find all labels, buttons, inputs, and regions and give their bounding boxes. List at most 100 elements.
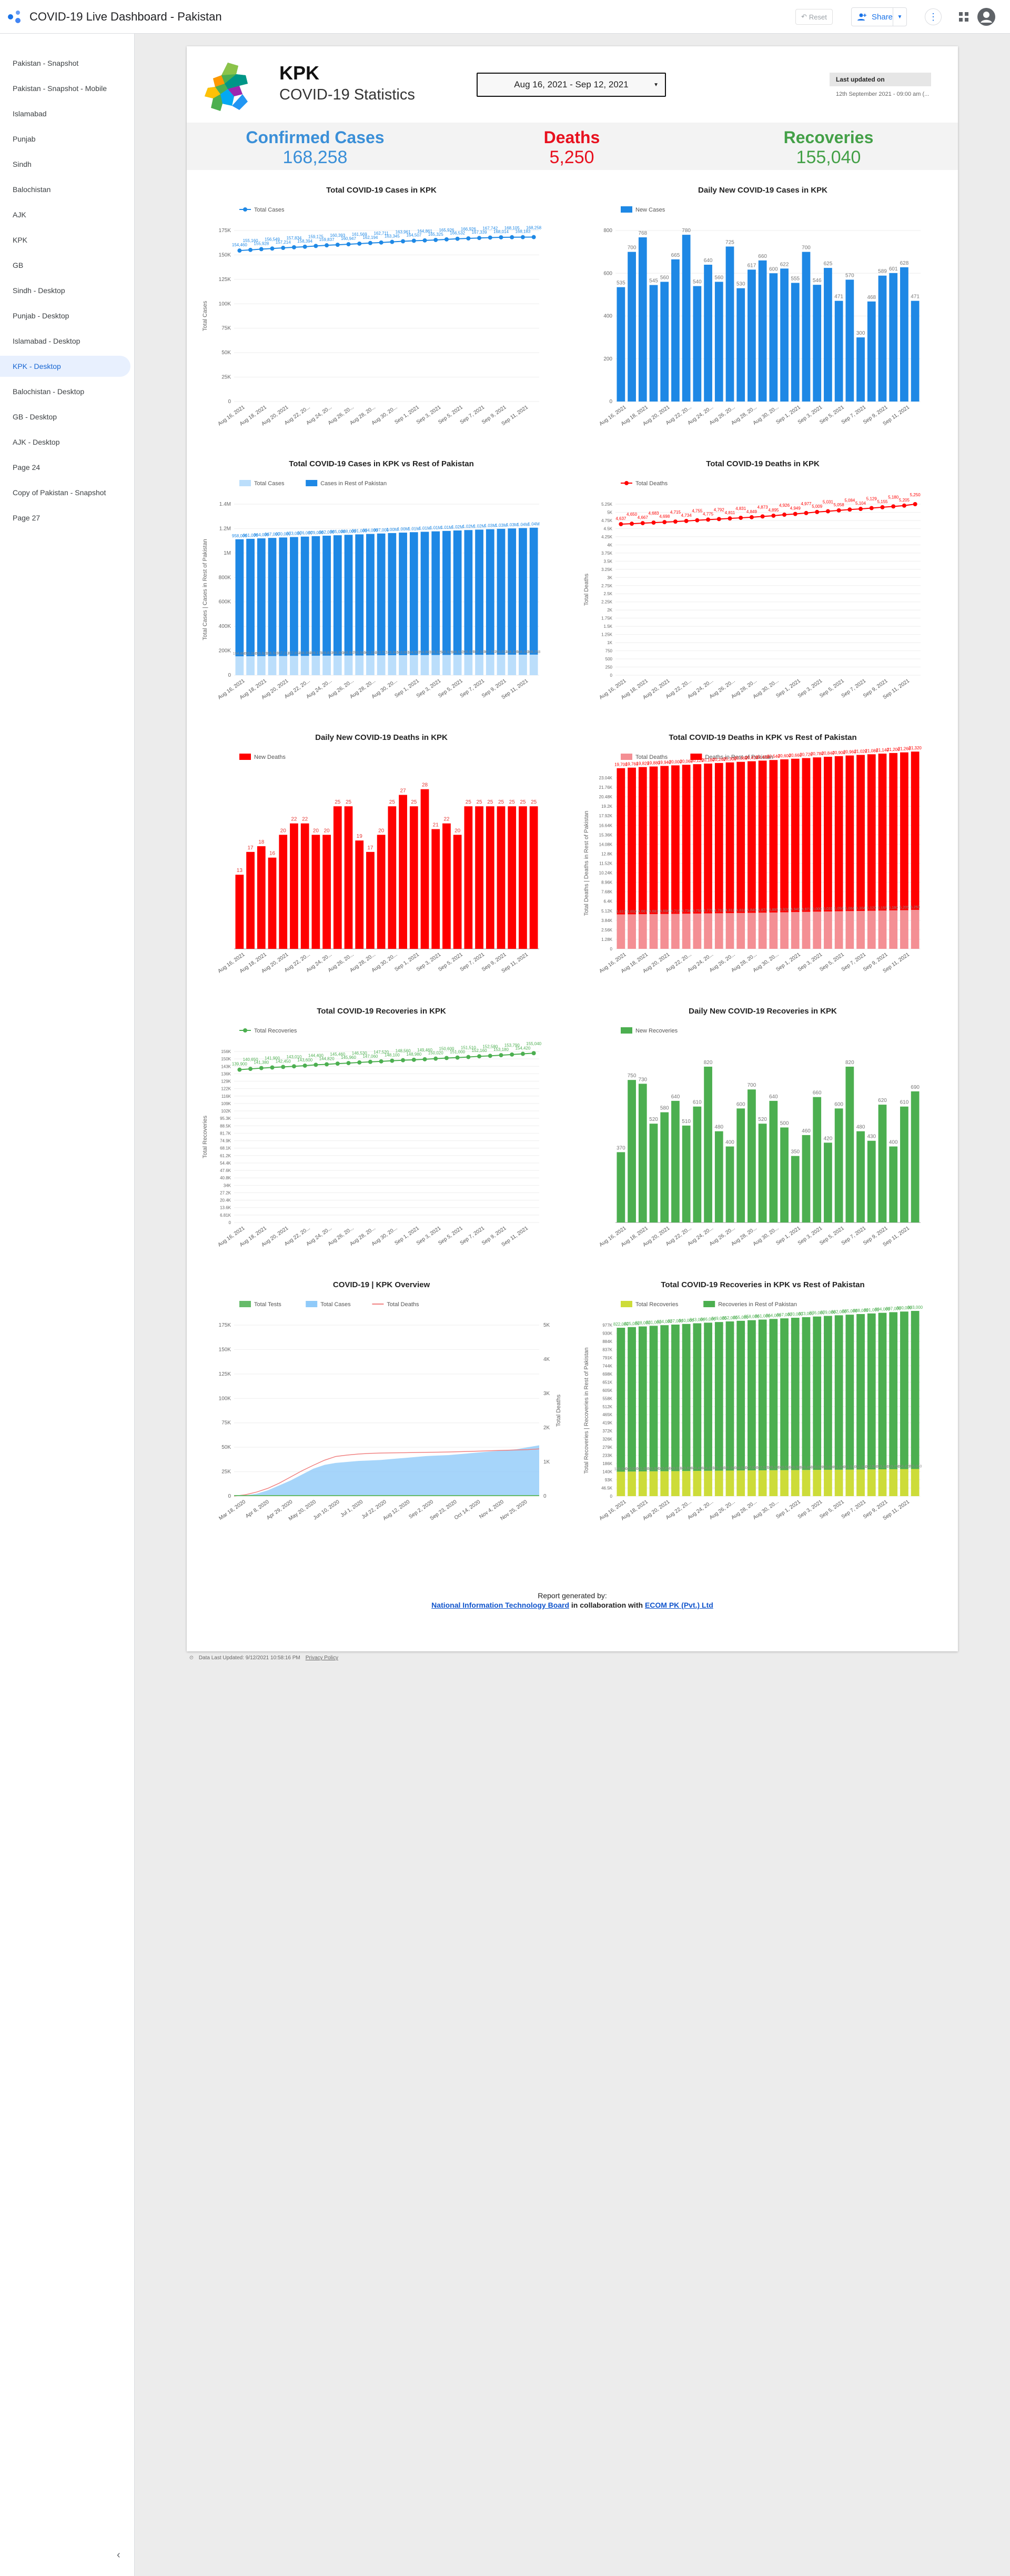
stack-segment-rest[interactable] [671, 765, 680, 914]
data-point[interactable] [379, 240, 383, 245]
stack-segment-rest[interactable] [246, 538, 255, 656]
stack-segment-kpk[interactable] [638, 914, 647, 949]
sidebar-item[interactable]: Punjab [13, 135, 36, 143]
stack-segment-kpk[interactable] [889, 1469, 898, 1496]
bar[interactable] [813, 1097, 822, 1222]
stack-segment-kpk[interactable] [748, 1470, 756, 1496]
stack-segment-kpk[interactable] [900, 1469, 908, 1496]
stack-segment-rest[interactable] [235, 539, 244, 657]
stack-segment-kpk[interactable] [791, 912, 800, 949]
stack-segment-rest[interactable] [725, 762, 734, 914]
stack-segment-rest[interactable] [388, 533, 397, 656]
stack-segment-kpk[interactable] [682, 914, 691, 949]
data-point[interactable] [760, 514, 765, 519]
stack-segment-kpk[interactable] [388, 655, 397, 675]
stack-segment-kpk[interactable] [420, 655, 429, 675]
bar[interactable] [693, 286, 702, 402]
bar[interactable] [322, 835, 331, 949]
bar[interactable] [900, 1106, 908, 1222]
data-point[interactable] [433, 237, 438, 242]
stack-segment-rest[interactable] [508, 528, 517, 655]
bar[interactable] [878, 275, 887, 402]
stack-segment-kpk[interactable] [508, 654, 517, 675]
stack-segment-kpk[interactable] [333, 655, 342, 675]
sidebar-item[interactable]: Sindh - Desktop [13, 286, 65, 295]
data-point[interactable] [401, 239, 406, 244]
stack-segment-rest[interactable] [856, 1314, 865, 1470]
bar[interactable] [311, 835, 320, 949]
bar[interactable] [628, 1080, 636, 1222]
stack-segment-kpk[interactable] [377, 655, 386, 675]
data-point[interactable] [706, 517, 711, 522]
stack-segment-kpk[interactable] [845, 1469, 854, 1496]
stack-segment-kpk[interactable] [519, 654, 527, 675]
stack-segment-rest[interactable] [529, 527, 538, 655]
stack-segment-rest[interactable] [704, 1322, 712, 1471]
stack-segment-rest[interactable] [377, 533, 386, 656]
data-point[interactable] [237, 1067, 242, 1072]
data-point[interactable] [390, 239, 395, 244]
stack-segment-rest[interactable] [290, 537, 298, 656]
bar[interactable] [508, 806, 517, 949]
data-point[interactable] [793, 512, 797, 516]
privacy-policy-link[interactable]: Privacy Policy [305, 1655, 338, 1661]
bar[interactable] [453, 835, 462, 949]
bar[interactable] [649, 285, 658, 402]
stack-segment-kpk[interactable] [660, 914, 669, 949]
bar[interactable] [519, 806, 527, 949]
stack-segment-rest[interactable] [736, 1320, 745, 1471]
stack-segment-rest[interactable] [638, 1326, 647, 1471]
stack-segment-rest[interactable] [725, 1321, 734, 1471]
bar[interactable] [725, 246, 734, 402]
data-point[interactable] [411, 1057, 416, 1062]
stack-segment-kpk[interactable] [802, 911, 811, 949]
data-point[interactable] [749, 515, 754, 519]
sidebar-item[interactable]: Page 27 [13, 514, 41, 522]
stack-segment-kpk[interactable] [322, 655, 331, 675]
stack-segment-kpk[interactable] [900, 910, 908, 949]
stack-segment-kpk[interactable] [704, 913, 712, 949]
data-point[interactable] [270, 246, 275, 251]
stack-segment-rest[interactable] [758, 1319, 767, 1470]
stack-segment-rest[interactable] [660, 766, 669, 914]
data-point[interactable] [248, 247, 253, 252]
data-point[interactable] [291, 1064, 296, 1069]
data-point[interactable] [335, 243, 340, 247]
stack-segment-kpk[interactable] [704, 1470, 712, 1496]
stack-segment-rest[interactable] [714, 763, 723, 914]
stack-segment-rest[interactable] [834, 756, 843, 911]
bar[interactable] [791, 1156, 800, 1222]
bar[interactable] [900, 267, 908, 402]
stack-segment-rest[interactable] [845, 1315, 854, 1470]
stack-segment-rest[interactable] [867, 754, 876, 911]
stack-segment-kpk[interactable] [802, 1470, 811, 1496]
stack-segment-rest[interactable] [409, 532, 418, 655]
sidebar-item[interactable]: Pakistan - Snapshot [13, 59, 79, 67]
bar[interactable] [824, 268, 832, 402]
bar[interactable] [693, 1106, 702, 1222]
ecom-link[interactable]: ECOM PK (Pvt.) Ltd [644, 1601, 713, 1609]
bar[interactable] [714, 282, 723, 402]
stack-segment-rest[interactable] [442, 530, 451, 655]
bar[interactable] [780, 1127, 789, 1222]
stack-segment-kpk[interactable] [311, 656, 320, 675]
data-point[interactable] [520, 235, 525, 239]
data-point[interactable] [357, 241, 362, 246]
data-point[interactable] [281, 246, 286, 250]
sidebar-item[interactable]: Islamabad - Desktop [13, 337, 80, 345]
stack-segment-rest[interactable] [693, 1323, 702, 1471]
data-point[interactable] [357, 1060, 362, 1065]
stack-segment-kpk[interactable] [824, 1469, 832, 1496]
data-point[interactable] [466, 1055, 471, 1059]
stack-segment-kpk[interactable] [714, 1470, 723, 1496]
stack-segment-kpk[interactable] [813, 1470, 822, 1496]
stack-segment-rest[interactable] [834, 1315, 843, 1470]
bar[interactable] [420, 789, 429, 949]
bar[interactable] [748, 269, 756, 402]
stack-segment-kpk[interactable] [856, 911, 865, 949]
stack-segment-rest[interactable] [333, 535, 342, 656]
stack-segment-rest[interactable] [780, 759, 789, 913]
bar[interactable] [409, 806, 418, 949]
sidebar-item[interactable]: GB [13, 261, 24, 269]
data-point[interactable] [270, 1065, 275, 1070]
